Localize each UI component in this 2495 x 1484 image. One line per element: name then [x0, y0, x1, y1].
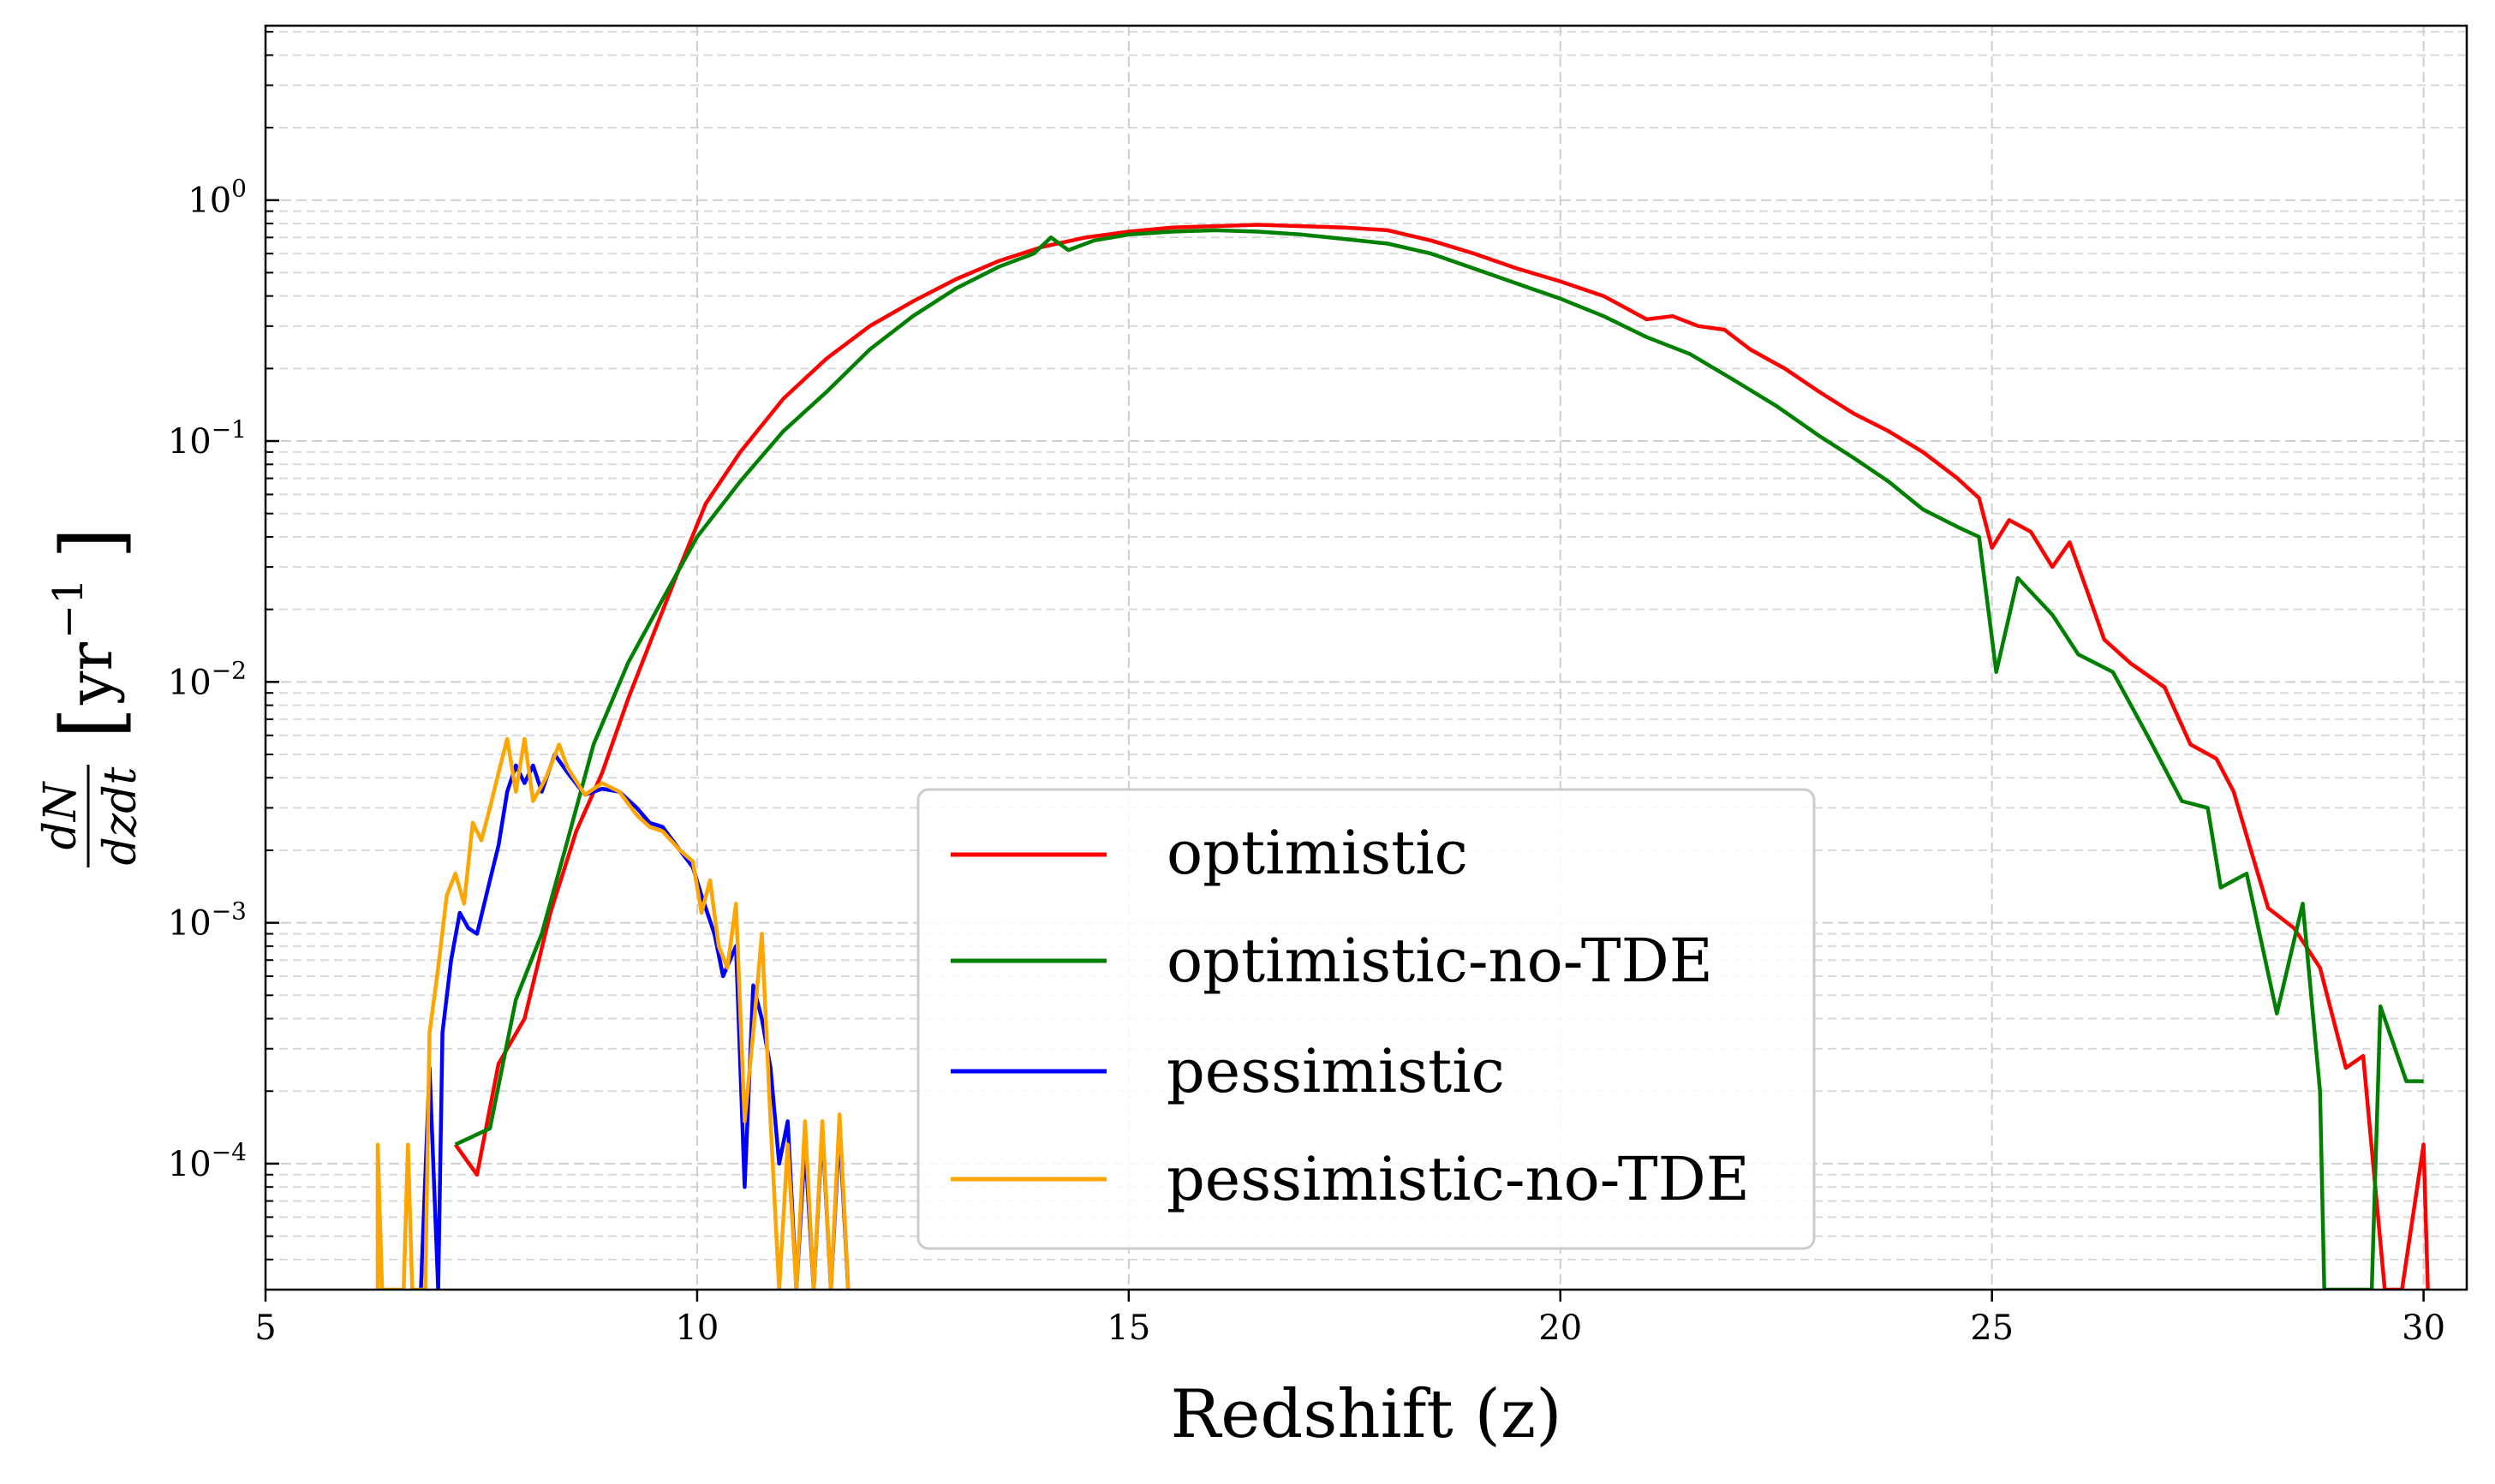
- x-tick-label: 30: [2402, 1308, 2445, 1348]
- legend: optimistic optimistic-no-TDE pessimistic…: [916, 788, 1816, 1250]
- series-line-optimistic-no-tde: [454, 228, 2424, 1290]
- y-axis-title-unit-exponent: −1: [45, 578, 93, 639]
- y-tick-label: 10−3: [168, 897, 247, 944]
- series-layer: [375, 223, 2430, 1290]
- legend-frame: [916, 788, 1816, 1250]
- y-axis-title: dN dzdt [ yr −1 ]: [35, 527, 146, 867]
- y-axis-title-open-bracket: [: [44, 707, 140, 739]
- series-line-optimistic: [453, 223, 2430, 1290]
- legend-label-optimistic: optimistic: [1167, 818, 1468, 888]
- y-axis-title-denominator: dzdt: [95, 766, 146, 865]
- y-axis-title-close-bracket: ]: [44, 527, 140, 559]
- x-tick-label: 15: [1107, 1308, 1150, 1348]
- y-tick-label: 10−1: [168, 415, 247, 462]
- plot-frame: [264, 24, 2468, 1291]
- series-line-pessimistic-no-tde: [375, 736, 851, 1290]
- legend-label-pessimistic: pessimistic: [1167, 1036, 1505, 1106]
- y-tick-label: 10−4: [168, 1138, 247, 1184]
- x-tick-label: 10: [675, 1308, 719, 1348]
- x-tick-label: 5: [254, 1308, 276, 1348]
- x-axis-title: Redshift (z): [1171, 1376, 1562, 1453]
- x-tick-label: 25: [1970, 1308, 2014, 1348]
- ticks: 10−4 10−3 10−2 10−1 100 5 10 15 20 25 30: [168, 31, 2445, 1348]
- y-axis-title-unit: yr: [56, 641, 126, 706]
- y-tick-label: 100: [188, 175, 247, 221]
- x-tick-label: 20: [1538, 1308, 1582, 1348]
- legend-label-pessimistic-no-tde: pessimistic-no-TDE: [1167, 1144, 1750, 1214]
- y-tick-label: 10−2: [168, 656, 247, 702]
- y-axis-title-numerator: dN: [35, 781, 87, 849]
- legend-label-optimistic-no-tde: optimistic-no-TDE: [1167, 926, 1713, 996]
